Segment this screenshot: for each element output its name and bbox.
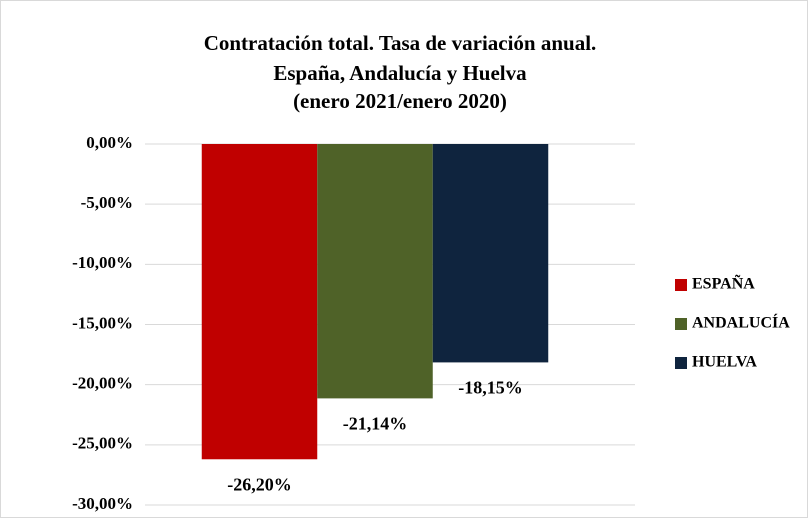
data-label: -26,20% <box>227 474 292 494</box>
legend-swatch <box>675 318 687 330</box>
y-tick-label: -10,00% <box>72 253 133 272</box>
y-tick-label: -25,00% <box>72 434 133 453</box>
data-label: -21,14% <box>343 414 408 434</box>
y-tick-label: -30,00% <box>72 494 133 513</box>
y-tick-label: -15,00% <box>72 313 133 332</box>
y-tick-label: 0,00% <box>86 133 133 152</box>
y-tick-label: -20,00% <box>72 374 133 393</box>
bar <box>432 144 549 363</box>
chart-title: (enero 2021/enero 2020) <box>293 89 507 113</box>
legend-swatch <box>675 357 687 369</box>
legend-label: HUELVA <box>692 354 757 371</box>
bar <box>317 144 433 399</box>
y-tick-label: -5,00% <box>81 193 133 212</box>
data-label: -18,15% <box>458 378 523 398</box>
chart-title: España, Andalucía y Huelva <box>273 61 527 85</box>
chart-title: Contratación total. Tasa de variación an… <box>204 31 597 55</box>
legend-swatch <box>675 279 687 291</box>
legend-label: ANDALUCÍA <box>692 313 790 332</box>
legend-label: ESPAÑA <box>692 274 755 293</box>
bar <box>201 144 318 460</box>
